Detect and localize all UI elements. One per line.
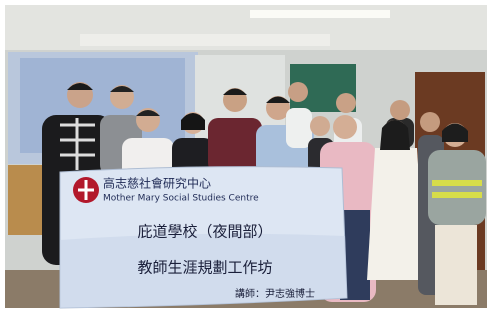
shape	[336, 93, 356, 113]
shape	[333, 115, 357, 139]
org-name: 高志慈社會研究中心	[103, 176, 211, 191]
shape	[310, 116, 330, 136]
shape	[367, 148, 425, 280]
shape	[286, 108, 312, 148]
ceiling-light	[250, 10, 390, 18]
shape	[208, 118, 262, 173]
shape	[288, 82, 308, 102]
shape	[420, 112, 440, 132]
shape	[435, 225, 477, 305]
projector-screen-case	[80, 34, 330, 46]
shape	[390, 100, 410, 120]
org-name-en: Mother Mary Social Studies Centre	[103, 194, 259, 204]
banner: 高志慈社會研究中心 Mother Mary Social Studies Cen…	[60, 167, 347, 308]
shape	[428, 150, 486, 225]
school-name: 庇道學校（夜間部）	[137, 223, 272, 241]
event-name: 教師生涯規劃工作坊	[137, 259, 272, 277]
speaker: 講師：尹志強博士	[235, 287, 315, 300]
photo: 高志慈社會研究中心 Mother Mary Social Studies Cen…	[0, 0, 490, 313]
shape	[432, 180, 482, 186]
shape	[432, 192, 482, 198]
